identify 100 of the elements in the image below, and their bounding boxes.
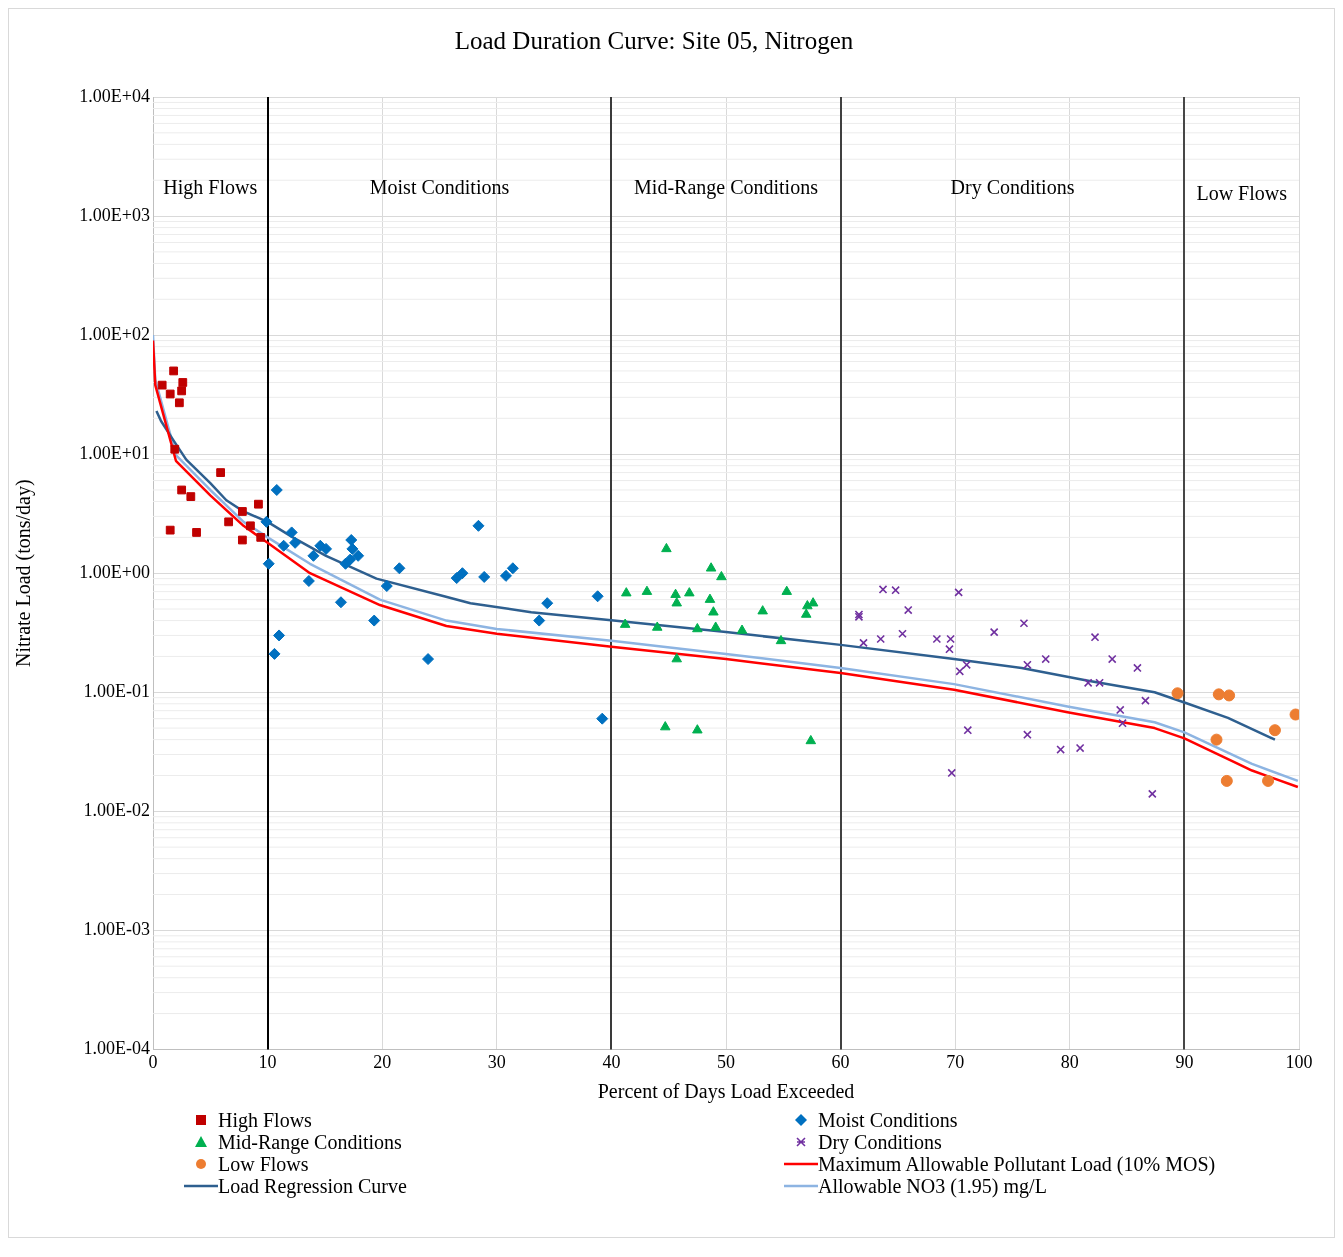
legend-label: Low Flows — [218, 1153, 309, 1175]
point — [478, 570, 491, 583]
point — [1095, 678, 1104, 688]
x-tick-label: 0 — [148, 1051, 158, 1072]
point — [246, 521, 255, 531]
legend-label: Moist Conditions — [818, 1109, 958, 1131]
point — [708, 606, 719, 616]
point — [1118, 718, 1127, 728]
x-tick-label: 20 — [373, 1051, 392, 1072]
point — [954, 588, 963, 597]
point — [285, 526, 298, 539]
point — [472, 519, 485, 532]
point — [692, 724, 703, 734]
point — [1141, 696, 1150, 705]
point — [1262, 774, 1275, 787]
annotation: Low Flows — [1196, 182, 1288, 205]
x-tick-label: 100 — [1285, 1051, 1313, 1072]
point — [380, 580, 393, 593]
point — [775, 634, 787, 645]
point — [661, 542, 672, 553]
point — [256, 532, 266, 542]
x-tick-label: 70 — [946, 1051, 965, 1072]
point — [878, 585, 888, 594]
point — [352, 549, 365, 562]
y-tick-label: 1.00E+00 — [79, 561, 150, 582]
point — [710, 621, 721, 631]
point — [859, 638, 868, 648]
point — [947, 768, 957, 778]
point — [1083, 678, 1093, 688]
point — [170, 444, 180, 454]
point — [422, 653, 435, 666]
y-tick-label: 1.00E-04 — [83, 1038, 150, 1059]
point — [955, 666, 965, 676]
point — [334, 596, 347, 609]
point — [1090, 632, 1100, 642]
point — [169, 366, 179, 376]
point — [506, 562, 519, 575]
point — [177, 386, 187, 396]
legend-label: Load Regression Curve — [218, 1175, 407, 1197]
point — [192, 528, 201, 537]
point — [307, 549, 320, 562]
point — [268, 647, 281, 660]
point — [289, 536, 302, 549]
point — [1115, 705, 1125, 715]
point — [932, 634, 942, 644]
point — [800, 608, 812, 618]
x-tick-label: 50 — [717, 1051, 735, 1072]
x-tick-label: 60 — [831, 1051, 850, 1072]
point — [1212, 688, 1225, 701]
point — [157, 380, 167, 390]
point — [174, 398, 184, 408]
legend-label: Maximum Allowable Pollutant Load (10% MOS) — [818, 1153, 1216, 1175]
point — [891, 585, 900, 595]
point — [591, 590, 604, 603]
point — [781, 585, 792, 595]
point — [344, 553, 357, 566]
point — [963, 725, 973, 735]
point — [1220, 774, 1233, 787]
point — [962, 660, 971, 670]
point — [621, 587, 632, 597]
point — [898, 629, 907, 639]
x-tick-label: 10 — [258, 1051, 277, 1072]
x-tick-label: 80 — [1060, 1051, 1079, 1072]
point — [277, 539, 290, 552]
point — [238, 535, 247, 545]
point — [302, 575, 315, 587]
legend-label: Dry Conditions — [818, 1131, 942, 1153]
point — [262, 557, 275, 570]
point — [177, 485, 187, 495]
y-tick-label: 1.00E+04 — [79, 85, 150, 106]
y-axis-title: Nitrate Load (tons/day) — [12, 479, 36, 668]
point — [1147, 789, 1157, 799]
y-tick-label: 1.00E+02 — [79, 323, 150, 344]
x-tick-label: 90 — [1175, 1051, 1194, 1072]
annotation: Moist Conditions — [369, 176, 510, 199]
y-tick-label: 1.00E-02 — [83, 800, 150, 821]
point — [238, 507, 247, 516]
point — [456, 567, 469, 580]
point — [165, 389, 175, 399]
chart-title: Load Duration Curve: Site 05, Nitrogen — [454, 26, 854, 54]
point — [320, 542, 333, 555]
legend-label: High Flows — [218, 1109, 312, 1131]
legend-label: Allowable NO3 (1.95) mg/L — [818, 1175, 1047, 1197]
point — [903, 605, 913, 615]
point — [641, 585, 653, 595]
point — [224, 517, 234, 527]
point — [260, 515, 273, 528]
point — [651, 621, 663, 631]
point — [270, 483, 283, 496]
point — [692, 622, 703, 633]
point — [393, 562, 406, 575]
point — [704, 593, 716, 603]
point — [216, 468, 225, 477]
point — [671, 653, 682, 663]
annotation: Dry Conditions — [950, 176, 1075, 200]
point — [619, 618, 631, 628]
annotation: High Flows — [163, 176, 258, 200]
point — [1171, 687, 1184, 700]
point — [1023, 730, 1032, 740]
point — [178, 378, 188, 387]
